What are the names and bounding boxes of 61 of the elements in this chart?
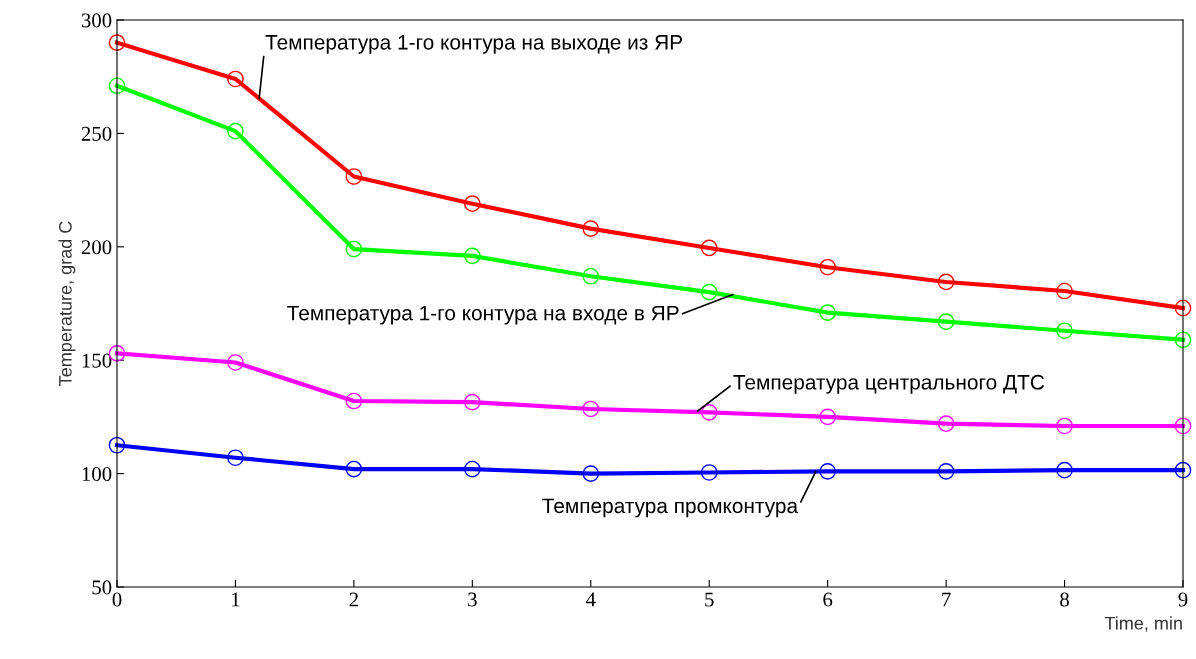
point bbox=[345, 392, 363, 410]
point bbox=[108, 77, 126, 95]
point bbox=[937, 462, 955, 480]
point bbox=[1174, 299, 1192, 317]
point bbox=[700, 404, 718, 421]
point bbox=[227, 354, 244, 371]
y-tick-label: 50 bbox=[92, 580, 112, 595]
point bbox=[1056, 417, 1073, 435]
point bbox=[937, 313, 955, 330]
point bbox=[108, 436, 126, 454]
point bbox=[1174, 331, 1192, 349]
point bbox=[700, 283, 718, 301]
point bbox=[227, 70, 244, 88]
point bbox=[937, 415, 955, 433]
point bbox=[345, 240, 363, 258]
x-axis-title: Time, min bbox=[1104, 616, 1182, 632]
point bbox=[582, 400, 600, 418]
annotation: Температура 1-го контура на выходе из ЯР bbox=[265, 35, 682, 54]
point bbox=[1056, 322, 1073, 340]
point bbox=[819, 462, 837, 480]
point bbox=[700, 239, 718, 257]
point bbox=[582, 267, 600, 285]
y-axis-title: Temperature, grad C bbox=[58, 221, 76, 386]
point bbox=[227, 449, 244, 467]
point bbox=[1056, 461, 1073, 479]
y-tick-label: 250 bbox=[81, 126, 112, 141]
annotation: Температура 1-го контура на входе в ЯР bbox=[287, 305, 679, 325]
point bbox=[819, 258, 837, 276]
y-tick-label: 100 bbox=[82, 466, 112, 482]
point bbox=[937, 273, 955, 291]
point bbox=[1174, 417, 1192, 435]
x-tick-label: 7 bbox=[942, 592, 951, 607]
x-tick-label: 4 bbox=[585, 592, 596, 607]
point bbox=[1056, 282, 1073, 300]
y-tick-label: 300 bbox=[81, 13, 112, 28]
x-tick-label: 5 bbox=[705, 592, 714, 607]
point bbox=[345, 460, 363, 478]
point bbox=[819, 408, 837, 426]
x-tick-label: 8 bbox=[1060, 592, 1069, 607]
x-tick-label: 0 bbox=[112, 592, 122, 607]
annotation: Температура центрального ДТС bbox=[733, 374, 1045, 394]
point bbox=[463, 247, 481, 265]
point bbox=[582, 220, 600, 237]
y-tick-label: 200 bbox=[81, 240, 112, 255]
point bbox=[345, 168, 363, 185]
x-tick-label: 3 bbox=[468, 592, 477, 607]
point bbox=[819, 304, 837, 321]
point bbox=[463, 460, 481, 478]
point bbox=[108, 34, 126, 52]
x-tick-label: 9 bbox=[1178, 592, 1188, 607]
annotation: Температура промконтура bbox=[542, 498, 799, 518]
x-tick-label: 1 bbox=[232, 592, 240, 607]
y-tick-label: 150 bbox=[82, 353, 112, 368]
point bbox=[700, 464, 718, 481]
point bbox=[1174, 461, 1192, 479]
point bbox=[227, 122, 244, 140]
x-tick-label: 6 bbox=[823, 592, 833, 607]
point bbox=[582, 465, 600, 482]
point bbox=[463, 393, 481, 411]
x-tick-label: 2 bbox=[349, 592, 358, 607]
point bbox=[463, 195, 481, 213]
